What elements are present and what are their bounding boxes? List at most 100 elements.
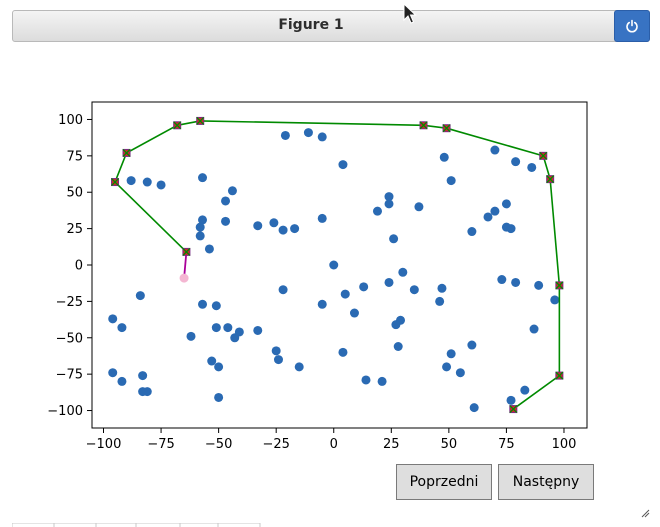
- data-point: [204, 244, 214, 254]
- data-point: [253, 325, 263, 335]
- data-point: [442, 362, 452, 372]
- hull-vertex-marker: [196, 116, 205, 125]
- data-point: [490, 206, 500, 216]
- x-tick-label: 50: [441, 437, 458, 452]
- x-tick-label: 25: [383, 437, 400, 452]
- data-point: [437, 283, 447, 293]
- hull-vertex-marker: [539, 151, 548, 160]
- toolbar-strip: [12, 523, 261, 527]
- hull-vertex-marker: [182, 247, 191, 256]
- data-point: [156, 180, 166, 190]
- data-point: [511, 277, 521, 287]
- hull-vertex-marker: [546, 175, 555, 184]
- y-tick-label: 50: [66, 186, 83, 201]
- hull-edge: [114, 152, 128, 183]
- x-tick-label: −25: [262, 437, 289, 452]
- data-point: [198, 215, 208, 225]
- hull-vertex-marker: [555, 371, 564, 380]
- data-point: [393, 342, 403, 351]
- data-point: [117, 323, 127, 333]
- y-tick-label: 0: [75, 259, 83, 274]
- mouse-cursor-icon: [403, 3, 417, 24]
- data-point: [290, 224, 300, 234]
- data-point: [108, 368, 118, 378]
- data-point: [384, 277, 394, 287]
- plot-area: [91, 101, 588, 429]
- data-point: [271, 346, 281, 356]
- data-point: [273, 355, 283, 365]
- data-point: [439, 152, 449, 162]
- data-point: [529, 324, 539, 334]
- y-tick-label: −50: [56, 331, 83, 346]
- x-tick-label: −50: [205, 437, 232, 452]
- data-point: [501, 199, 511, 209]
- window-title: Figure 1: [278, 17, 344, 33]
- data-point: [214, 392, 224, 402]
- data-point: [361, 375, 371, 385]
- y-tick-label: 25: [66, 222, 83, 237]
- data-point: [338, 347, 348, 357]
- data-point: [506, 224, 516, 234]
- x-tick-label: 100: [552, 437, 577, 452]
- scatter-chart: −100 −75 −50 −25 0 25 50 75 100 −100 −75 −50 −25 0 25…: [47, 101, 588, 452]
- data-point: [349, 308, 359, 318]
- data-point: [221, 196, 231, 206]
- data-point: [227, 186, 237, 196]
- power-button[interactable]: [614, 10, 650, 42]
- previous-button[interactable]: Poprzedni: [396, 464, 492, 500]
- data-point: [317, 213, 327, 223]
- data-point: [490, 145, 500, 155]
- data-point: [455, 368, 465, 378]
- y-tick-label: −75: [56, 368, 83, 383]
- hull-vertex-marker: [419, 121, 428, 130]
- x-tick-label: −100: [86, 437, 122, 452]
- data-point: [117, 376, 127, 386]
- data-point: [294, 362, 304, 372]
- current-point: [179, 273, 189, 283]
- data-point: [329, 260, 339, 270]
- data-point: [303, 128, 313, 138]
- hull-vertex-marker: [509, 405, 518, 414]
- data-point: [195, 222, 205, 232]
- data-point: [520, 385, 530, 395]
- hull-edge: [126, 124, 178, 154]
- data-point: [269, 218, 279, 228]
- next-button[interactable]: Następny: [498, 464, 594, 500]
- data-point: [214, 362, 224, 372]
- data-point: [446, 349, 456, 359]
- power-icon: [626, 19, 638, 33]
- data-point: [389, 234, 399, 244]
- data-point: [469, 403, 479, 413]
- data-point: [278, 225, 288, 235]
- x-tick-label: 0: [330, 437, 338, 452]
- hull-vertex-marker: [122, 148, 131, 157]
- data-point: [446, 176, 456, 186]
- hull-edge: [114, 181, 187, 253]
- data-point: [527, 162, 537, 172]
- data-point: [372, 206, 382, 216]
- window-titlebar: Figure 1: [12, 10, 650, 42]
- data-point: [317, 132, 327, 142]
- data-point: [135, 291, 145, 301]
- data-point: [317, 299, 327, 309]
- data-point: [409, 285, 419, 295]
- data-point: [534, 280, 544, 290]
- x-tick-label: 75: [498, 437, 515, 452]
- data-point: [483, 212, 493, 222]
- y-tick-label: 100: [58, 113, 83, 128]
- data-point: [280, 130, 290, 140]
- resize-grip-icon[interactable]: [640, 508, 650, 518]
- data-point: [467, 340, 477, 350]
- data-point: [391, 320, 401, 330]
- hull-edge: [446, 127, 544, 157]
- data-point: [414, 202, 424, 212]
- data-point: [384, 199, 394, 209]
- data-point: [211, 323, 221, 333]
- data-point: [142, 177, 152, 187]
- hull-vertex-marker: [173, 121, 182, 130]
- data-point: [340, 289, 350, 299]
- data-point: [384, 192, 394, 202]
- data-point: [253, 221, 263, 231]
- data-point: [108, 314, 118, 324]
- hull-edge: [512, 374, 560, 410]
